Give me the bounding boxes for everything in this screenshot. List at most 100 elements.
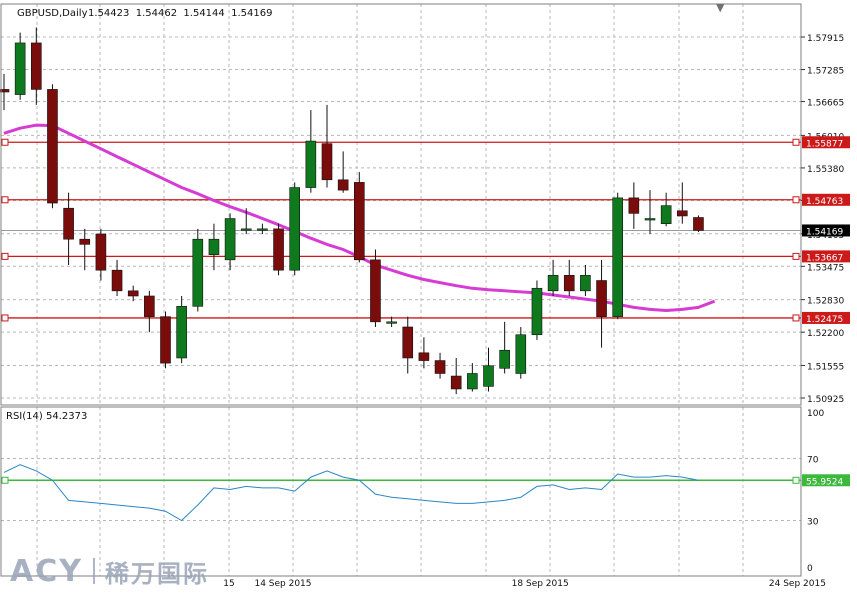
bull-candle-body <box>257 228 268 231</box>
rsi-level-tag <box>802 474 850 487</box>
bear-candle-body <box>418 352 430 361</box>
candle <box>676 182 688 224</box>
label-layer: 1.55877 1.54763 1.53667 1.52475 1.54169 55.95… <box>802 136 850 487</box>
candle <box>628 182 640 229</box>
rsi-title: RSI(14) 54.2373 <box>6 411 87 422</box>
bull-candle-body <box>224 218 236 261</box>
logo-chinese-name: 稀万国际 <box>104 559 209 588</box>
x-axis-label-partial: 15 <box>223 579 234 589</box>
bull-candle-body <box>289 187 301 271</box>
bear-candle-body <box>693 217 704 231</box>
bear-candle-body <box>160 316 171 364</box>
bull-candle-body <box>515 334 527 374</box>
candle <box>450 357 462 395</box>
candle <box>47 84 58 209</box>
bear-candle-body <box>337 179 349 191</box>
bull-candle-body <box>660 205 672 224</box>
bear-candle-body <box>402 326 414 359</box>
candle <box>95 228 107 281</box>
candle <box>257 223 268 235</box>
candle <box>0 73 10 111</box>
rsi-tick-label: 100 <box>807 409 824 419</box>
x-axis-date-label: 14 Sep 2015 <box>254 579 311 589</box>
bear-candle-body <box>0 89 10 93</box>
bull-candle-body <box>240 228 252 231</box>
bear-candle-body <box>47 89 58 204</box>
current-price-tag <box>802 224 850 237</box>
level-price-label: 1.55877 <box>806 139 843 149</box>
price-tick-label: 1.55380 <box>807 165 844 175</box>
price-tick-label: 1.57915 <box>807 34 844 44</box>
level-marker-left <box>1 138 9 146</box>
bull-candle-body <box>580 275 591 292</box>
bear-candle-body <box>127 290 139 297</box>
rsi-layer <box>1 464 801 522</box>
candle <box>208 223 220 271</box>
levels-layer <box>1 138 801 322</box>
candle <box>337 151 349 193</box>
candle <box>353 172 365 263</box>
bear-candle-body <box>353 182 365 261</box>
level-price-tag <box>802 136 850 149</box>
candle <box>127 285 139 302</box>
candle <box>79 228 91 271</box>
candle <box>515 326 527 379</box>
bull-candle-body <box>305 140 317 188</box>
bear-candle-body <box>563 275 575 292</box>
bear-candle-body <box>79 238 91 245</box>
candle <box>144 290 155 333</box>
bull-candle-body <box>547 275 559 292</box>
bull-candle-body <box>192 238 204 307</box>
bear-candle-body <box>30 42 42 90</box>
current-price-label: 1.54169 <box>806 227 843 237</box>
bear-candle-body <box>628 197 640 214</box>
level-marker-left <box>1 314 9 322</box>
candle <box>418 337 430 369</box>
rsi-tick-label: 0 <box>807 564 813 574</box>
price-tick-label: 1.51555 <box>807 362 844 372</box>
candle <box>547 259 559 297</box>
candle <box>660 192 672 227</box>
scroll-marker[interactable]: ▼ <box>716 1 725 14</box>
level-marker-right <box>792 252 800 260</box>
level-marker-right <box>792 314 800 322</box>
bear-candle-body <box>450 375 462 390</box>
bear-candle-body <box>111 269 123 292</box>
x-axis-date-label: 24 Sep 2015 <box>769 579 826 589</box>
rsi-tick-label: 30 <box>807 518 819 528</box>
candle <box>531 280 543 340</box>
candle <box>386 316 397 327</box>
bull-candle-body <box>499 349 510 369</box>
header-symbol: GBPUSD,Daily <box>17 8 88 19</box>
level-marker-right <box>792 138 800 146</box>
candle <box>160 311 171 369</box>
logo-separator <box>92 558 95 584</box>
bull-candle-body <box>208 238 220 255</box>
rsi-level-label: 55.9524 <box>806 477 843 487</box>
bear-candle-body <box>95 233 107 271</box>
candle <box>483 347 494 392</box>
price-tick-label: 1.53475 <box>807 263 844 273</box>
rsi-level-marker-right <box>792 476 800 484</box>
candle <box>499 321 510 374</box>
rsi-line <box>3 464 699 522</box>
rsi-level-marker-left <box>1 476 9 484</box>
bear-candle-body <box>144 295 155 317</box>
candle <box>596 259 607 348</box>
candle <box>434 352 446 379</box>
candle <box>273 223 284 276</box>
price-tick-label: 1.50925 <box>807 395 844 405</box>
level-price-tag <box>802 193 850 206</box>
candle <box>224 213 236 271</box>
candle <box>612 192 624 320</box>
acy-logo: ACY 稀万国际 <box>10 553 209 589</box>
bear-candle-body <box>434 360 446 374</box>
price-panel-frame <box>0 3 802 406</box>
candle <box>289 182 301 276</box>
bull-candle-body <box>612 197 624 317</box>
candles-layer <box>0 27 704 395</box>
level-marker-left <box>1 196 9 204</box>
